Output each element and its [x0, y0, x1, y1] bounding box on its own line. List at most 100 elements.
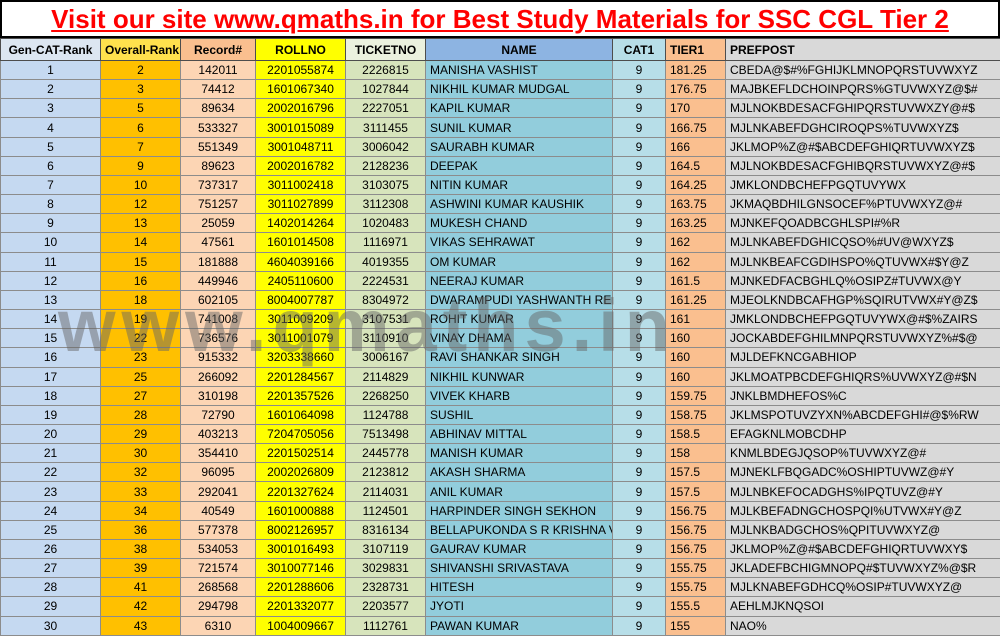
- cell-tier1[interactable]: 158: [666, 444, 726, 463]
- cell-gen_cat_rank[interactable]: 3: [1, 99, 101, 118]
- cell-record[interactable]: 915332: [181, 348, 256, 367]
- cell-record[interactable]: 89623: [181, 156, 256, 175]
- cell-cat1[interactable]: 9: [613, 463, 666, 482]
- cell-rollno[interactable]: 2405110600: [256, 271, 346, 290]
- cell-overall_rank[interactable]: 27: [101, 386, 181, 405]
- cell-overall_rank[interactable]: 13: [101, 214, 181, 233]
- cell-ticketno[interactable]: 3112308: [346, 195, 426, 214]
- cell-prefpost[interactable]: MJLNBKEFOCADGHS%IPQTUVZ@#Y: [726, 482, 1000, 501]
- cell-ticketno[interactable]: 1112761: [346, 616, 426, 635]
- cell-cat1[interactable]: 9: [613, 271, 666, 290]
- cell-overall_rank[interactable]: 9: [101, 156, 181, 175]
- cell-gen_cat_rank[interactable]: 12: [1, 271, 101, 290]
- cell-rollno[interactable]: 2201327624: [256, 482, 346, 501]
- cell-tier1[interactable]: 155.75: [666, 559, 726, 578]
- cell-tier1[interactable]: 157.5: [666, 463, 726, 482]
- cell-ticketno[interactable]: 2128236: [346, 156, 426, 175]
- cell-ticketno[interactable]: 3103075: [346, 175, 426, 194]
- cell-prefpost[interactable]: MJLNOKBDESACFGHIPQRSTUVWXZY@#$: [726, 99, 1000, 118]
- cell-prefpost[interactable]: MAJBKEFLDCHOINPQRS%GTUVWXYZ@$#: [726, 80, 1000, 99]
- cell-record[interactable]: 25059: [181, 214, 256, 233]
- cell-cat1[interactable]: 9: [613, 195, 666, 214]
- cell-record[interactable]: 266092: [181, 367, 256, 386]
- cell-name[interactable]: PAWAN KUMAR: [426, 616, 613, 635]
- cell-gen_cat_rank[interactable]: 20: [1, 424, 101, 443]
- cell-tier1[interactable]: 164.5: [666, 156, 726, 175]
- cell-tier1[interactable]: 166.75: [666, 118, 726, 137]
- cell-rollno[interactable]: 2002026809: [256, 463, 346, 482]
- cell-record[interactable]: 354410: [181, 444, 256, 463]
- cell-name[interactable]: SAURABH KUMAR: [426, 137, 613, 156]
- cell-prefpost[interactable]: JKLADEFBCHIGMNOPQ#$TUVWXYZ%@$R: [726, 559, 1000, 578]
- cell-ticketno[interactable]: 1020483: [346, 214, 426, 233]
- cell-name[interactable]: MANISH KUMAR: [426, 444, 613, 463]
- cell-cat1[interactable]: 9: [613, 348, 666, 367]
- cell-ticketno[interactable]: 2445778: [346, 444, 426, 463]
- cell-name[interactable]: VIKAS SEHRAWAT: [426, 233, 613, 252]
- cell-tier1[interactable]: 166: [666, 137, 726, 156]
- cell-name[interactable]: DWARAMPUDI YASHWANTH RE: [426, 290, 613, 309]
- cell-ticketno[interactable]: 2328731: [346, 578, 426, 597]
- cell-overall_rank[interactable]: 42: [101, 597, 181, 616]
- cell-gen_cat_rank[interactable]: 19: [1, 405, 101, 424]
- cell-ticketno[interactable]: 1124501: [346, 501, 426, 520]
- cell-rollno[interactable]: 3203338660: [256, 348, 346, 367]
- cell-record[interactable]: 268568: [181, 578, 256, 597]
- cell-cat1[interactable]: 9: [613, 559, 666, 578]
- cell-ticketno[interactable]: 1124788: [346, 405, 426, 424]
- cell-tier1[interactable]: 161: [666, 310, 726, 329]
- cell-rollno[interactable]: 8004007787: [256, 290, 346, 309]
- cell-prefpost[interactable]: AEHLMJKNQSOI: [726, 597, 1000, 616]
- cell-tier1[interactable]: 181.25: [666, 61, 726, 80]
- cell-record[interactable]: 181888: [181, 252, 256, 271]
- cell-rollno[interactable]: 2201055874: [256, 61, 346, 80]
- cell-cat1[interactable]: 9: [613, 539, 666, 558]
- cell-cat1[interactable]: 9: [613, 137, 666, 156]
- cell-record[interactable]: 533327: [181, 118, 256, 137]
- cell-gen_cat_rank[interactable]: 4: [1, 118, 101, 137]
- cell-record[interactable]: 403213: [181, 424, 256, 443]
- cell-record[interactable]: 577378: [181, 520, 256, 539]
- cell-gen_cat_rank[interactable]: 11: [1, 252, 101, 271]
- cell-overall_rank[interactable]: 22: [101, 329, 181, 348]
- cell-gen_cat_rank[interactable]: 9: [1, 214, 101, 233]
- cell-name[interactable]: BELLAPUKONDA S R KRISHNA V: [426, 520, 613, 539]
- cell-cat1[interactable]: 9: [613, 156, 666, 175]
- cell-record[interactable]: 142011: [181, 61, 256, 80]
- cell-prefpost[interactable]: JKLMSPOTUVZYXN%ABCDEFGHI#@$%RW: [726, 405, 1000, 424]
- cell-overall_rank[interactable]: 2: [101, 61, 181, 80]
- cell-rollno[interactable]: 3011027899: [256, 195, 346, 214]
- cell-overall_rank[interactable]: 41: [101, 578, 181, 597]
- cell-name[interactable]: HITESH: [426, 578, 613, 597]
- cell-cat1[interactable]: 9: [613, 252, 666, 271]
- cell-name[interactable]: ANIL KUMAR: [426, 482, 613, 501]
- cell-ticketno[interactable]: 2226815: [346, 61, 426, 80]
- cell-name[interactable]: SHIVANSHI SRIVASTAVA: [426, 559, 613, 578]
- cell-gen_cat_rank[interactable]: 30: [1, 616, 101, 635]
- cell-overall_rank[interactable]: 29: [101, 424, 181, 443]
- cell-record[interactable]: 292041: [181, 482, 256, 501]
- cell-cat1[interactable]: 9: [613, 99, 666, 118]
- cell-overall_rank[interactable]: 10: [101, 175, 181, 194]
- cell-rollno[interactable]: 3011002418: [256, 175, 346, 194]
- cell-overall_rank[interactable]: 43: [101, 616, 181, 635]
- cell-overall_rank[interactable]: 38: [101, 539, 181, 558]
- cell-gen_cat_rank[interactable]: 27: [1, 559, 101, 578]
- cell-cat1[interactable]: 9: [613, 501, 666, 520]
- cell-name[interactable]: VIVEK KHARB: [426, 386, 613, 405]
- cell-rollno[interactable]: 3011009209: [256, 310, 346, 329]
- cell-tier1[interactable]: 161.25: [666, 290, 726, 309]
- cell-prefpost[interactable]: MJLNOKBDESACFGHIBQRSTUVWXYZ@#$: [726, 156, 1000, 175]
- cell-gen_cat_rank[interactable]: 17: [1, 367, 101, 386]
- cell-name[interactable]: GAURAV KUMAR: [426, 539, 613, 558]
- cell-cat1[interactable]: 9: [613, 424, 666, 443]
- cell-record[interactable]: 310198: [181, 386, 256, 405]
- cell-gen_cat_rank[interactable]: 21: [1, 444, 101, 463]
- cell-ticketno[interactable]: 3107119: [346, 539, 426, 558]
- cell-prefpost[interactable]: MJLKNABEFGDHCQ%OSIP#TUVWXYZ@: [726, 578, 1000, 597]
- cell-prefpost[interactable]: KNMLBDEGJQSOP%TUVWXYZ@#: [726, 444, 1000, 463]
- cell-record[interactable]: 40549: [181, 501, 256, 520]
- cell-rollno[interactable]: 3011001079: [256, 329, 346, 348]
- cell-overall_rank[interactable]: 23: [101, 348, 181, 367]
- cell-prefpost[interactable]: MJNKEFQOADBCGHLSPI#%R: [726, 214, 1000, 233]
